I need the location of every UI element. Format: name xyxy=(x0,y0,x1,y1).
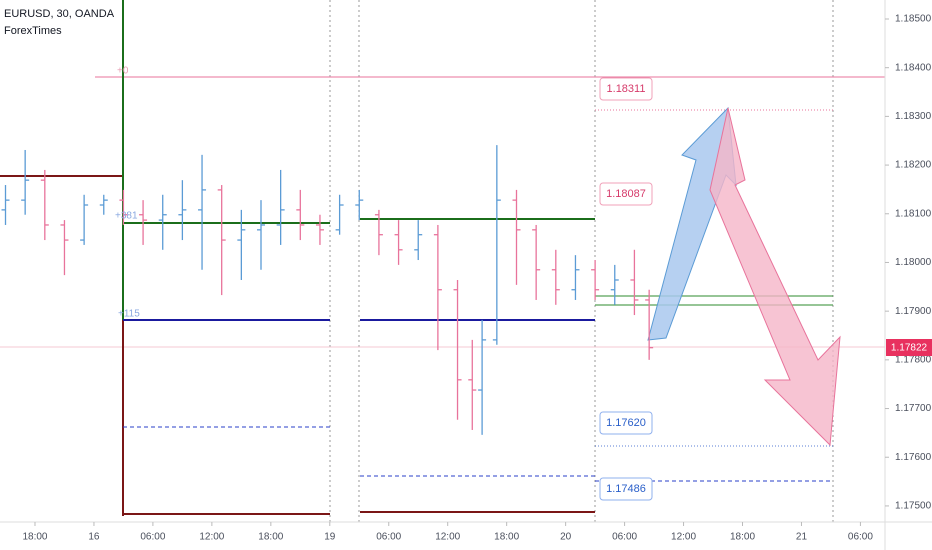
x-tick-label: 21 xyxy=(796,532,808,543)
x-tick-label: 06:00 xyxy=(848,532,873,543)
price-axis xyxy=(885,0,932,550)
x-tick-label: 12:00 xyxy=(435,532,460,543)
x-tick-label: 12:00 xyxy=(671,532,696,543)
y-tick-label: 1.18500 xyxy=(895,14,932,25)
last-price-label: 1.17822 xyxy=(891,343,928,354)
x-tick-label: 18:00 xyxy=(258,532,283,543)
y-tick-label: 1.18400 xyxy=(895,62,932,73)
callout-box xyxy=(599,477,653,501)
y-tick-label: 1.18100 xyxy=(895,208,932,219)
x-tick-label: 18:00 xyxy=(730,532,755,543)
x-tick-label: 06:00 xyxy=(376,532,401,543)
callout-box xyxy=(599,182,653,206)
callout-box xyxy=(599,77,653,101)
x-tick-label: 18:00 xyxy=(22,532,47,543)
callout-label: 1.17486 xyxy=(606,483,646,495)
y-tick-label: 1.17500 xyxy=(895,501,932,512)
callout-box xyxy=(599,411,653,435)
x-tick-label: 16 xyxy=(88,532,100,543)
y-tick-label: 1.17800 xyxy=(895,354,932,365)
level-label: +381 xyxy=(115,211,138,222)
x-tick-label: 06:00 xyxy=(140,532,165,543)
y-tick-label: 1.17700 xyxy=(895,403,932,414)
x-tick-label: 19 xyxy=(324,532,336,543)
callout-label: 1.18087 xyxy=(606,188,646,200)
level-label: +115 xyxy=(118,309,140,320)
level-label: +0 xyxy=(117,66,129,77)
x-tick-label: 18:00 xyxy=(494,532,519,543)
down-arrow xyxy=(709,107,841,447)
callout-label: 1.17620 xyxy=(606,417,646,429)
y-tick-label: 1.18300 xyxy=(895,111,932,122)
y-tick-label: 1.17600 xyxy=(895,452,932,463)
last-price-box xyxy=(886,339,932,356)
callout-label: 1.18311 xyxy=(607,83,646,95)
x-tick-label: 06:00 xyxy=(612,532,637,543)
y-tick-label: 1.18200 xyxy=(895,160,932,171)
y-tick-label: 1.17900 xyxy=(895,306,932,317)
chart-title: EURUSD, 30, OANDA xyxy=(4,8,115,20)
y-tick-label: 1.18000 xyxy=(895,257,932,268)
x-tick-label: 12:00 xyxy=(199,532,224,543)
chart-subtitle: ForexTimes xyxy=(4,25,62,37)
drawings xyxy=(0,0,890,522)
x-tick-label: 20 xyxy=(560,532,572,543)
